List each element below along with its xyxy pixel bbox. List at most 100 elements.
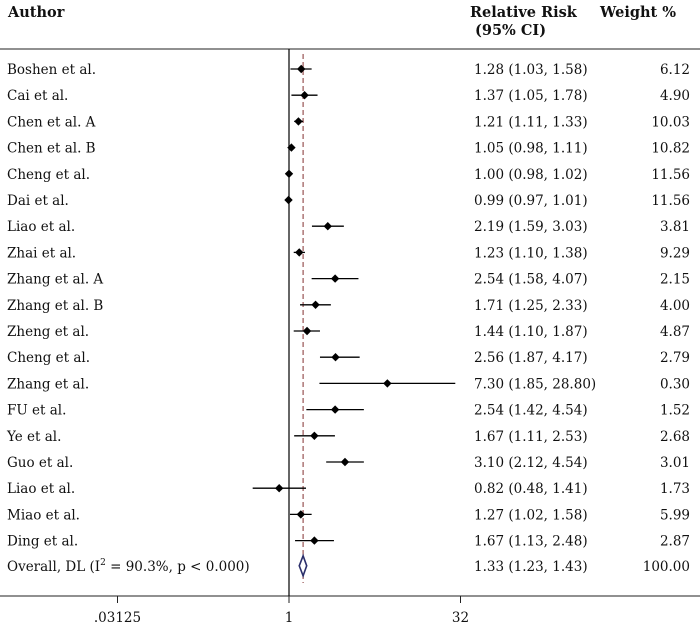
- point-estimate-marker: [296, 510, 306, 519]
- study-row: Cheng et al. 1.00 (0.98, 1.02) 11.56: [7, 167, 690, 183]
- study-author-label: Cheng et al.: [7, 167, 90, 183]
- ci-value: 2.19 (1.59, 3.03): [474, 219, 588, 235]
- ci-value: 2.54 (1.58, 4.07): [474, 272, 588, 288]
- ci-value: 1.44 (1.10, 1.87): [474, 324, 588, 340]
- study-row: Guo et al. 3.10 (2.12, 4.54) 3.01: [7, 455, 690, 471]
- study-author-label: Miao et al.: [7, 507, 80, 523]
- weight-value: 10.03: [651, 114, 690, 130]
- study-author-label: Zheng et al.: [7, 324, 89, 340]
- overall-label-suffix: = 90.3%, p < 0.000): [106, 559, 250, 575]
- point-estimate-marker: [284, 169, 294, 178]
- study-row: Boshen et al. 1.28 (1.03, 1.58) 6.12: [7, 62, 690, 78]
- study-author-label: Liao et al.: [7, 219, 75, 235]
- x-tick-label: 1: [285, 610, 294, 626]
- study-row: Zhang et al. B 1.71 (1.25, 2.33) 4.00: [7, 298, 690, 314]
- weight-value: 0.30: [660, 376, 690, 392]
- weight-value: 2.87: [660, 534, 690, 550]
- ci-value: 0.99 (0.97, 1.01): [474, 193, 588, 209]
- study-author-label: Zhang et al. A: [7, 272, 103, 288]
- ci-value: 1.05 (0.98, 1.11): [474, 141, 588, 157]
- weight-value: 10.82: [651, 141, 690, 157]
- point-estimate-marker: [310, 431, 319, 440]
- header-author: Author: [7, 4, 65, 21]
- overall-diamond: [298, 553, 308, 579]
- point-estimate-marker: [284, 195, 293, 205]
- study-row: Zhang et al. A 2.54 (1.58, 4.07) 2.15: [7, 272, 690, 288]
- weight-value: 4.87: [660, 324, 690, 340]
- weight-value: 11.56: [651, 167, 690, 183]
- weight-value: 4.00: [660, 298, 690, 314]
- study-author-label: Dai et al.: [7, 193, 69, 209]
- ci-value: 0.82 (0.48, 1.41): [474, 481, 588, 497]
- weight-value: 4.90: [660, 88, 690, 104]
- point-estimate-marker: [300, 91, 309, 100]
- ci-value: 1.67 (1.13, 2.48): [474, 534, 588, 550]
- study-row: Ye et al. 1.67 (1.11, 2.53) 2.68: [6, 429, 690, 445]
- study-row: Chen et al. A 1.21 (1.11, 1.33) 10.03: [7, 114, 690, 130]
- point-estimate-marker: [311, 300, 320, 309]
- point-estimate-marker: [287, 143, 296, 152]
- study-row: Miao et al. 1.27 (1.02, 1.58) 5.99: [7, 507, 690, 523]
- weight-value: 6.12: [660, 62, 690, 78]
- point-estimate-marker: [330, 274, 340, 283]
- study-author-label: Chen et al. B: [7, 141, 96, 157]
- ci-value: 1.21 (1.11, 1.33): [474, 114, 588, 130]
- weight-value: 2.79: [660, 350, 690, 366]
- study-row: Zhang et al. 7.30 (1.85, 28.80) 0.30: [7, 376, 690, 392]
- study-row: Cheng et al. 2.56 (1.87, 4.17) 2.79: [7, 350, 690, 366]
- point-estimate-marker: [340, 457, 350, 467]
- ci-value: 7.30 (1.85, 28.80): [474, 376, 596, 392]
- overall-label-superscript: 2: [100, 558, 106, 568]
- study-row: Dai et al. 0.99 (0.97, 1.01) 11.56: [7, 193, 690, 209]
- study-rows: Boshen et al. 1.28 (1.03, 1.58) 6.12 Cai et…: [6, 62, 690, 550]
- point-estimate-marker: [331, 353, 340, 362]
- x-tick-label: 32: [452, 610, 469, 626]
- study-row: Zhai et al. 1.23 (1.10, 1.38) 9.29: [7, 245, 690, 261]
- point-estimate-marker: [274, 484, 284, 493]
- point-estimate-marker: [383, 379, 392, 388]
- point-estimate-marker: [323, 222, 332, 231]
- point-estimate-marker: [297, 64, 306, 74]
- weight-value: 2.68: [660, 429, 690, 445]
- overall-row: Overall, DL (I2 = 90.3%, p < 0.000) 1.33 …: [7, 553, 690, 579]
- overall-label-prefix: Overall, DL (I: [7, 559, 100, 575]
- study-row: Chen et al. B 1.05 (0.98, 1.11) 10.82: [7, 141, 690, 157]
- study-author-label: Cheng et al.: [7, 350, 90, 366]
- study-author-label: Liao et al.: [7, 481, 75, 497]
- study-author-label: Cai et al.: [7, 88, 68, 104]
- study-row: Ding et al. 1.67 (1.13, 2.48) 2.87: [7, 534, 690, 550]
- ci-value: 2.54 (1.42, 4.54): [474, 403, 588, 419]
- point-estimate-marker: [310, 536, 319, 545]
- x-tick-label: .03125: [94, 610, 141, 626]
- ci-value: 2.56 (1.87, 4.17): [474, 350, 588, 366]
- header-weight: Weight %: [599, 4, 676, 21]
- weight-value: 2.15: [660, 272, 690, 288]
- study-author-label: Chen et al. A: [7, 114, 96, 130]
- overall-ci-value: 1.33 (1.23, 1.43): [474, 559, 588, 575]
- overall-label: Overall, DL (I2 = 90.3%, p < 0.000): [7, 558, 250, 575]
- overall-weight-value: 100.00: [643, 559, 690, 575]
- point-estimate-marker: [294, 117, 303, 126]
- ci-value: 1.71 (1.25, 2.33): [474, 298, 588, 314]
- study-author-label: Ye et al.: [6, 429, 61, 445]
- study-row: Zheng et al. 1.44 (1.10, 1.87) 4.87: [7, 324, 690, 340]
- study-row: Cai et al. 1.37 (1.05, 1.78) 4.90: [7, 88, 690, 104]
- ci-value: 1.00 (0.98, 1.02): [474, 167, 588, 183]
- ci-value: 3.10 (2.12, 4.54): [474, 455, 588, 471]
- study-author-label: FU et al.: [7, 403, 66, 419]
- weight-value: 3.81: [660, 219, 690, 235]
- ci-value: 1.23 (1.10, 1.38): [474, 245, 588, 261]
- point-estimate-marker: [295, 248, 304, 257]
- study-author-label: Guo et al.: [7, 455, 73, 471]
- header-effect-line2: (95% CI): [475, 22, 546, 39]
- study-row: FU et al. 2.54 (1.42, 4.54) 1.52: [7, 403, 690, 419]
- weight-value: 3.01: [660, 455, 690, 471]
- point-estimate-marker: [330, 405, 340, 414]
- study-author-label: Zhai et al.: [7, 245, 76, 261]
- weight-value: 1.52: [660, 403, 690, 419]
- study-author-label: Ding et al.: [7, 534, 78, 550]
- study-author-label: Boshen et al.: [7, 62, 96, 78]
- ci-value: 1.28 (1.03, 1.58): [474, 62, 588, 78]
- ci-value: 1.37 (1.05, 1.78): [474, 88, 588, 104]
